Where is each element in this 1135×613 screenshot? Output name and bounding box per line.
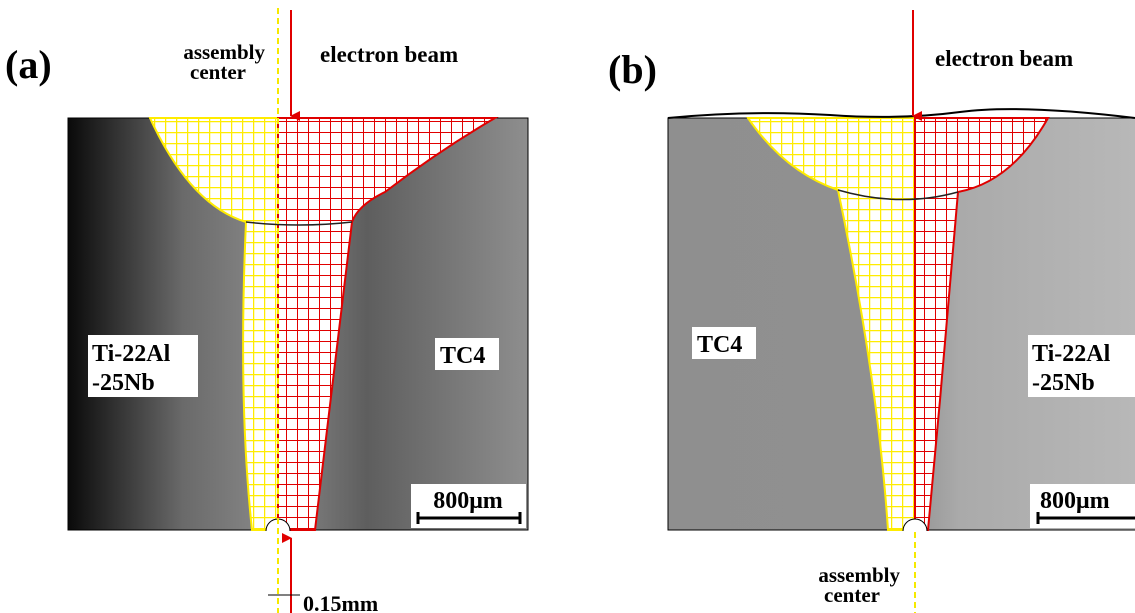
offset-label: 0.15mm (303, 591, 378, 613)
scale-label: 800μm (433, 488, 503, 514)
panel-b: (b) electron beam assembly center TC4 Ti… (608, 10, 1135, 613)
panel-a: (a) electron beam assembly center Ti-22A… (5, 8, 528, 613)
center-label: center (190, 60, 246, 84)
material-label: Ti-22Al (92, 341, 171, 367)
scale-label: 800μm (1040, 488, 1110, 514)
material-label: TC4 (440, 343, 485, 369)
figure: (a) electron beam assembly center Ti-22A… (0, 0, 1135, 613)
material-label: Ti-22Al (1032, 341, 1111, 367)
beam-label: electron beam (935, 46, 1073, 71)
beam-label: electron beam (320, 42, 458, 67)
material-label: -25Nb (92, 370, 155, 396)
material-label: TC4 (697, 332, 742, 358)
center-label: center (824, 583, 880, 607)
panel-label: (b) (608, 47, 657, 92)
panel-label: (a) (5, 42, 52, 87)
weld-top (668, 109, 1135, 118)
material-label: -25Nb (1032, 370, 1095, 396)
